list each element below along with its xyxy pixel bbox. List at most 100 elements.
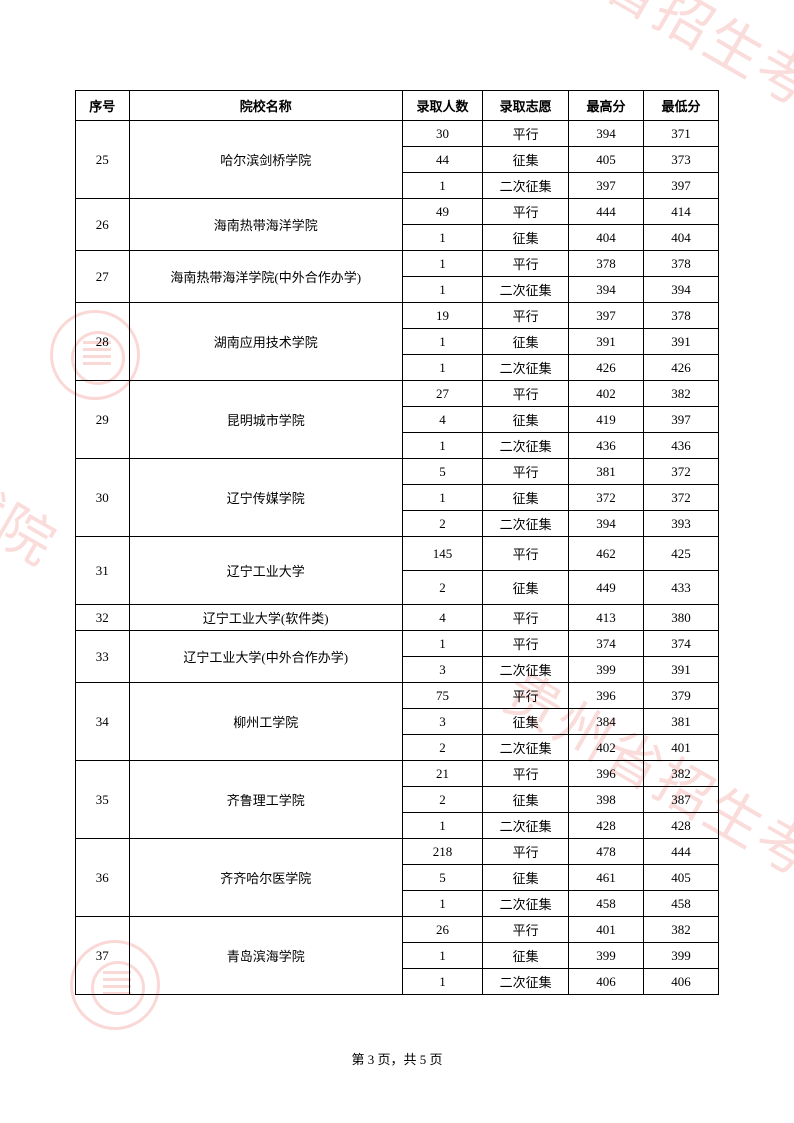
cell-min: 380 (643, 605, 718, 631)
page-content: 序号 院校名称 录取人数 录取志愿 最高分 最低分 25哈尔滨剑桥学院30平行3… (0, 0, 794, 995)
cell-wish: 平行 (483, 251, 569, 277)
cell-min: 382 (643, 381, 718, 407)
cell-wish: 征集 (483, 943, 569, 969)
cell-min: 399 (643, 943, 718, 969)
cell-count: 2 (402, 735, 482, 761)
cell-wish: 平行 (483, 459, 569, 485)
cell-wish: 征集 (483, 865, 569, 891)
cell-count: 30 (402, 121, 482, 147)
cell-max: 391 (568, 329, 643, 355)
col-header-wish: 录取志愿 (483, 91, 569, 121)
cell-count: 1 (402, 173, 482, 199)
cell-wish: 平行 (483, 121, 569, 147)
cell-count: 1 (402, 631, 482, 657)
cell-max: 478 (568, 839, 643, 865)
cell-count: 1 (402, 891, 482, 917)
table-row: 30辽宁传媒学院5平行381372 (76, 459, 719, 485)
col-header-min: 最低分 (643, 91, 718, 121)
cell-seq: 25 (76, 121, 130, 199)
cell-max: 396 (568, 761, 643, 787)
cell-seq: 30 (76, 459, 130, 537)
table-row: 37青岛滨海学院26平行401382 (76, 917, 719, 943)
cell-max: 374 (568, 631, 643, 657)
cell-min: 405 (643, 865, 718, 891)
table-row: 27海南热带海洋学院(中外合作办学)1平行378378 (76, 251, 719, 277)
cell-max: 436 (568, 433, 643, 459)
cell-school-name: 哈尔滨剑桥学院 (129, 121, 402, 199)
cell-max: 428 (568, 813, 643, 839)
cell-min: 371 (643, 121, 718, 147)
cell-wish: 征集 (483, 571, 569, 605)
cell-wish: 平行 (483, 303, 569, 329)
col-header-seq: 序号 (76, 91, 130, 121)
cell-min: 458 (643, 891, 718, 917)
cell-min: 382 (643, 917, 718, 943)
table-row: 34柳州工学院75平行396379 (76, 683, 719, 709)
cell-max: 396 (568, 683, 643, 709)
cell-min: 397 (643, 173, 718, 199)
cell-min: 425 (643, 537, 718, 571)
table-row: 28湖南应用技术学院19平行397378 (76, 303, 719, 329)
cell-count: 75 (402, 683, 482, 709)
cell-count: 3 (402, 709, 482, 735)
cell-wish: 平行 (483, 631, 569, 657)
col-header-count: 录取人数 (402, 91, 482, 121)
cell-count: 1 (402, 485, 482, 511)
cell-min: 426 (643, 355, 718, 381)
cell-max: 381 (568, 459, 643, 485)
cell-wish: 征集 (483, 407, 569, 433)
cell-max: 458 (568, 891, 643, 917)
cell-max: 399 (568, 943, 643, 969)
col-header-max: 最高分 (568, 91, 643, 121)
cell-max: 394 (568, 511, 643, 537)
cell-count: 2 (402, 511, 482, 537)
cell-min: 428 (643, 813, 718, 839)
cell-wish: 平行 (483, 605, 569, 631)
cell-count: 1 (402, 969, 482, 995)
cell-max: 426 (568, 355, 643, 381)
cell-wish: 二次征集 (483, 735, 569, 761)
cell-wish: 二次征集 (483, 355, 569, 381)
cell-school-name: 湖南应用技术学院 (129, 303, 402, 381)
cell-min: 372 (643, 459, 718, 485)
cell-count: 26 (402, 917, 482, 943)
cell-min: 393 (643, 511, 718, 537)
cell-wish: 二次征集 (483, 433, 569, 459)
cell-wish: 征集 (483, 147, 569, 173)
cell-count: 21 (402, 761, 482, 787)
cell-min: 378 (643, 303, 718, 329)
cell-max: 394 (568, 277, 643, 303)
cell-count: 49 (402, 199, 482, 225)
cell-wish: 平行 (483, 683, 569, 709)
col-header-name: 院校名称 (129, 91, 402, 121)
cell-wish: 二次征集 (483, 813, 569, 839)
cell-wish: 二次征集 (483, 277, 569, 303)
cell-school-name: 海南热带海洋学院 (129, 199, 402, 251)
cell-max: 402 (568, 381, 643, 407)
cell-min: 378 (643, 251, 718, 277)
cell-max: 444 (568, 199, 643, 225)
cell-count: 1 (402, 943, 482, 969)
cell-school-name: 辽宁工业大学(中外合作办学) (129, 631, 402, 683)
cell-count: 1 (402, 251, 482, 277)
cell-min: 374 (643, 631, 718, 657)
cell-max: 406 (568, 969, 643, 995)
cell-wish: 平行 (483, 917, 569, 943)
cell-wish: 平行 (483, 381, 569, 407)
cell-seq: 35 (76, 761, 130, 839)
cell-wish: 征集 (483, 329, 569, 355)
cell-min: 406 (643, 969, 718, 995)
cell-seq: 31 (76, 537, 130, 605)
cell-count: 3 (402, 657, 482, 683)
cell-min: 444 (643, 839, 718, 865)
cell-seq: 26 (76, 199, 130, 251)
cell-max: 419 (568, 407, 643, 433)
table-row: 26海南热带海洋学院49平行444414 (76, 199, 719, 225)
cell-count: 44 (402, 147, 482, 173)
table-row: 36齐齐哈尔医学院218平行478444 (76, 839, 719, 865)
cell-max: 401 (568, 917, 643, 943)
cell-count: 1 (402, 329, 482, 355)
cell-wish: 二次征集 (483, 657, 569, 683)
table-row: 29昆明城市学院27平行402382 (76, 381, 719, 407)
cell-count: 145 (402, 537, 482, 571)
